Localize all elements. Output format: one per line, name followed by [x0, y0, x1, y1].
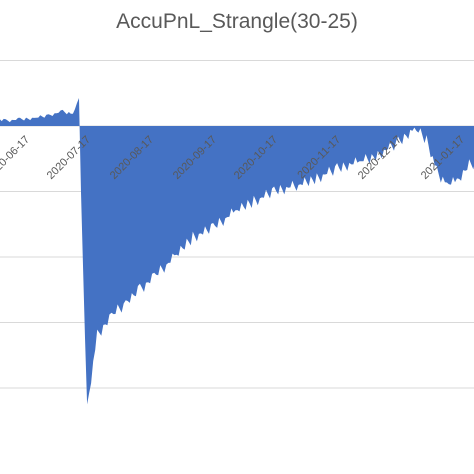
area-series-0 [0, 98, 474, 405]
area-series [0, 98, 474, 405]
x-tick-label: 2020-06-17 [0, 134, 32, 182]
grid-lines [0, 60, 474, 389]
chart-title: AccuPnL_Strangle(30-25) [116, 10, 358, 33]
